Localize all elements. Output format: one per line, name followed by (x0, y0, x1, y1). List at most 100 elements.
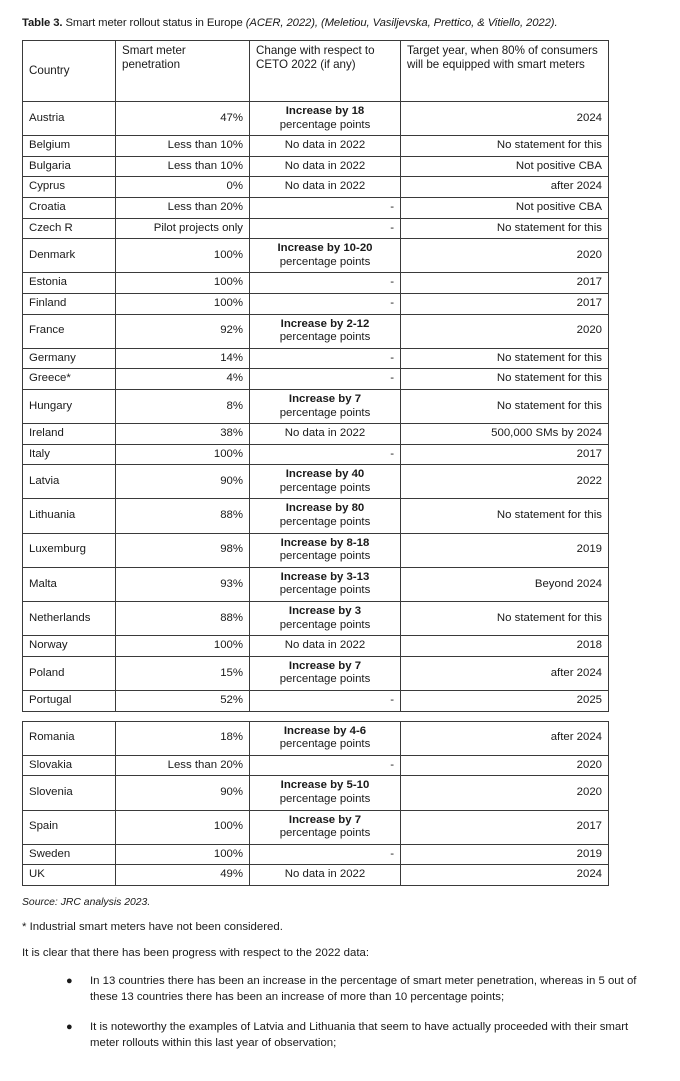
cell-country: Estonia (22, 272, 116, 294)
cell-country: UK (22, 864, 116, 886)
change-dash: - (390, 758, 394, 771)
change-dash: - (390, 200, 394, 213)
cell-penetration: 47% (115, 100, 250, 137)
table-row: UK 49% No data in 2022 2024 (22, 864, 609, 886)
table-row: Netherlands 88% Increase by 3 percentage po… (22, 601, 609, 637)
change-unit: percentage points (279, 618, 371, 631)
smart-meter-table-part1: Country Smart meter penetration Change w… (22, 40, 609, 712)
cell-change: - (249, 368, 401, 390)
cell-country: Malta (22, 566, 116, 603)
cell-penetration: 18% (115, 720, 250, 756)
list-item-text: It is noteworthy the examples of Latvia … (90, 1020, 629, 1050)
cell-penetration: 49% (115, 864, 250, 886)
cell-penetration: 88% (115, 498, 250, 534)
table-row: Romania 18% Increase by 4-6 percentage poin… (22, 720, 609, 756)
table-row: Malta 93% Increase by 3-13 percentage point… (22, 566, 609, 603)
cell-country: Slovenia (22, 775, 116, 811)
list-item: ● In 13 countries there has been an incre… (22, 973, 658, 1019)
cell-target-year: 2018 (400, 635, 609, 657)
cell-change: - (249, 272, 401, 294)
cell-change: No data in 2022 (249, 423, 401, 445)
cell-penetration: 8% (115, 388, 250, 425)
cell-country: Sweden (22, 843, 116, 866)
cell-country: Belgium (22, 135, 116, 157)
cell-country: Greece* (22, 368, 116, 390)
cell-target-year: 2017 (400, 809, 609, 845)
cell-country: Norway (22, 635, 116, 657)
change-no-data: No data in 2022 (284, 159, 366, 172)
change-unit: percentage points (279, 827, 371, 840)
column-header-target-year: Target year, when 80% of consumers will … (400, 40, 609, 102)
cell-change: Increase by 2-12 percentage points (249, 313, 401, 349)
change-amount: Increase by 8-18 (280, 536, 370, 549)
cell-country: Spain (22, 809, 116, 845)
cell-country: Netherlands (22, 601, 116, 637)
smart-meter-table-part2: Romania 18% Increase by 4-6 percentage poin… (22, 720, 609, 886)
change-unit: percentage points (279, 516, 371, 529)
cell-change: - (249, 443, 401, 466)
table-row: Greece* 4% - No statement for this (22, 368, 609, 390)
change-amount: Increase by 7 (288, 659, 362, 672)
cell-target-year: Beyond 2024 (400, 566, 609, 603)
cell-penetration: 0% (115, 176, 250, 198)
cell-penetration: 93% (115, 566, 250, 603)
cell-country: Ireland (22, 423, 116, 445)
table-row: Spain 100% Increase by 7 percentage points 2… (22, 809, 609, 845)
change-unit: percentage points (279, 673, 371, 686)
table-row: Finland 100% -2017 (22, 292, 609, 315)
cell-change: No data in 2022 (249, 135, 401, 157)
cell-target-year: No statement for this (400, 601, 609, 637)
change-amount: Increase by 7 (288, 813, 362, 826)
table-row: Denmark 100% Increase by 10-20 percentage p… (22, 238, 609, 274)
table-row: Czech R Pilot projects only - No statement … (22, 217, 609, 240)
cell-penetration: 90% (115, 464, 250, 500)
change-unit: percentage points (279, 331, 371, 344)
column-header-change: Change with respect to CETO 2022 (if any… (249, 40, 401, 102)
cell-penetration: 100% (115, 635, 250, 657)
cell-country: Slovakia (22, 754, 116, 777)
lead-in-paragraph: It is clear that there has been progress… (22, 946, 369, 959)
change-unit: percentage points (279, 738, 371, 751)
cell-penetration: 98% (115, 532, 250, 568)
cell-target-year: Not positive CBA (400, 155, 609, 178)
cell-change: - (249, 754, 401, 777)
column-header-country: Country (22, 40, 116, 102)
change-amount: Increase by 3-13 (280, 570, 370, 583)
change-unit: percentage points (279, 118, 371, 131)
table-caption-citation: (ACER, 2022), (Meletiou, Vasiljevska, Pr… (245, 17, 558, 29)
change-dash: - (390, 694, 394, 706)
cell-change: Increase by 18 percentage points (249, 100, 401, 137)
cell-target-year: 2020 (400, 775, 609, 811)
table-body-part2: Romania 18% Increase by 4-6 percentage poin… (22, 720, 609, 886)
table-row: Austria 47% Increase by 18 percentage point… (22, 100, 609, 137)
change-dash: - (390, 296, 394, 309)
cell-penetration: 88% (115, 601, 250, 637)
cell-target-year: No statement for this (400, 135, 609, 157)
table-row: Ireland 38% No data in 2022 500,000 SMs by … (22, 423, 609, 445)
cell-country: Cyprus (22, 176, 116, 198)
table-source-note: Source: JRC analysis 2023. (22, 896, 151, 908)
change-no-data: No data in 2022 (284, 180, 366, 193)
cell-target-year: 2017 (400, 443, 609, 466)
cell-change: Increase by 3 percentage points (249, 601, 401, 637)
cell-penetration: 4% (115, 368, 250, 390)
table-row: Norway 100% No data in 2022 2018 (22, 635, 609, 657)
table-row: Hungary 8% Increase by 7 percentage points N… (22, 388, 609, 425)
cell-target-year: No statement for this (400, 498, 609, 534)
table-row: Lithuania 88% Increase by 80 percentage poi… (22, 498, 609, 534)
cell-country: Poland (22, 655, 116, 692)
cell-country: France (22, 313, 116, 349)
table-row: Poland 15% Increase by 7 percentage points a… (22, 655, 609, 692)
table-row: Luxemburg 98% Increase by 8-18 percentage p… (22, 532, 609, 568)
change-no-data: No data in 2022 (284, 639, 366, 652)
change-no-data: No data in 2022 (284, 868, 366, 881)
bullet-icon: ● (66, 1020, 73, 1033)
cell-target-year: 2017 (400, 272, 609, 294)
change-unit: percentage points (279, 792, 371, 805)
cell-target-year: 2020 (400, 313, 609, 349)
change-amount: Increase by 7 (288, 392, 362, 405)
change-no-data: No data in 2022 (284, 427, 366, 440)
cell-penetration: 100% (115, 292, 250, 315)
table-row: Germany 14% - No statement for this (22, 347, 609, 370)
change-unit: percentage points (279, 481, 371, 494)
